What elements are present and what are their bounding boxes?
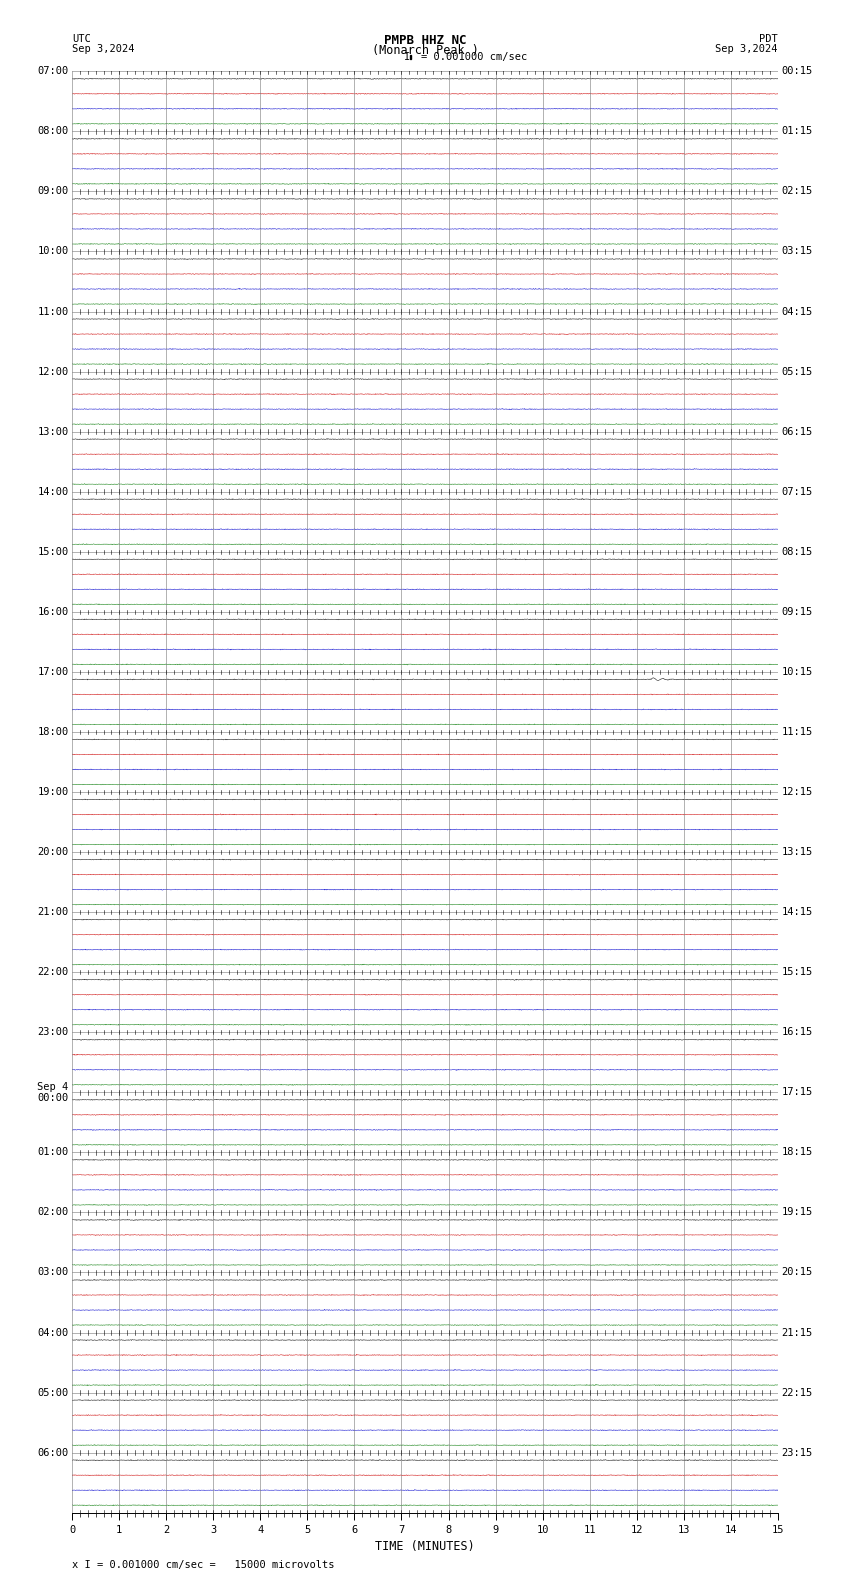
Text: 23:15: 23:15 [781, 1448, 813, 1457]
Text: 15:15: 15:15 [781, 968, 813, 977]
X-axis label: TIME (MINUTES): TIME (MINUTES) [375, 1540, 475, 1552]
Text: 04:00: 04:00 [37, 1327, 69, 1337]
Text: 05:00: 05:00 [37, 1388, 69, 1397]
Text: 11:00: 11:00 [37, 307, 69, 317]
Text: 09:00: 09:00 [37, 187, 69, 196]
Text: 11:15: 11:15 [781, 727, 813, 737]
Text: 13:00: 13:00 [37, 426, 69, 437]
Text: Sep 3,2024: Sep 3,2024 [715, 44, 778, 54]
Text: 04:15: 04:15 [781, 307, 813, 317]
Text: 18:00: 18:00 [37, 727, 69, 737]
Text: 22:00: 22:00 [37, 968, 69, 977]
Text: Sep 4
00:00: Sep 4 00:00 [37, 1082, 69, 1102]
Text: 12:00: 12:00 [37, 366, 69, 377]
Text: 00:15: 00:15 [781, 67, 813, 76]
Text: 12:15: 12:15 [781, 787, 813, 797]
Text: 20:00: 20:00 [37, 847, 69, 857]
Text: x I = 0.001000 cm/sec =   15000 microvolts: x I = 0.001000 cm/sec = 15000 microvolts [72, 1560, 335, 1570]
Text: 06:15: 06:15 [781, 426, 813, 437]
Text: PMPB HHZ NC: PMPB HHZ NC [383, 33, 467, 48]
Text: 10:00: 10:00 [37, 247, 69, 257]
Text: 08:00: 08:00 [37, 127, 69, 136]
Text: 16:15: 16:15 [781, 1028, 813, 1038]
Text: 17:15: 17:15 [781, 1087, 813, 1098]
Text: 14:00: 14:00 [37, 486, 69, 497]
Text: 05:15: 05:15 [781, 366, 813, 377]
Text: 09:15: 09:15 [781, 607, 813, 616]
Text: 07:15: 07:15 [781, 486, 813, 497]
Text: 02:00: 02:00 [37, 1207, 69, 1218]
Text: (Monarch Peak ): (Monarch Peak ) [371, 44, 479, 57]
Text: 06:00: 06:00 [37, 1448, 69, 1457]
Text: 03:15: 03:15 [781, 247, 813, 257]
Text: PDT: PDT [759, 33, 778, 44]
Text: 13:15: 13:15 [781, 847, 813, 857]
Text: 18:15: 18:15 [781, 1147, 813, 1158]
Text: 08:15: 08:15 [781, 546, 813, 556]
Text: 16:00: 16:00 [37, 607, 69, 616]
Text: 22:15: 22:15 [781, 1388, 813, 1397]
Text: 02:15: 02:15 [781, 187, 813, 196]
Text: 07:00: 07:00 [37, 67, 69, 76]
Text: 21:15: 21:15 [781, 1327, 813, 1337]
Text: 17:00: 17:00 [37, 667, 69, 676]
Text: UTC: UTC [72, 33, 91, 44]
Text: 20:15: 20:15 [781, 1267, 813, 1277]
Text: 14:15: 14:15 [781, 908, 813, 917]
Text: 19:00: 19:00 [37, 787, 69, 797]
Text: 01:15: 01:15 [781, 127, 813, 136]
Text: 21:00: 21:00 [37, 908, 69, 917]
Text: 01:00: 01:00 [37, 1147, 69, 1158]
Text: Sep 3,2024: Sep 3,2024 [72, 44, 135, 54]
Text: 19:15: 19:15 [781, 1207, 813, 1218]
Text: = 0.001000 cm/sec: = 0.001000 cm/sec [421, 52, 527, 62]
Text: 15:00: 15:00 [37, 546, 69, 556]
Text: I: I [404, 52, 411, 62]
Text: 03:00: 03:00 [37, 1267, 69, 1277]
Text: 23:00: 23:00 [37, 1028, 69, 1038]
Text: 10:15: 10:15 [781, 667, 813, 676]
